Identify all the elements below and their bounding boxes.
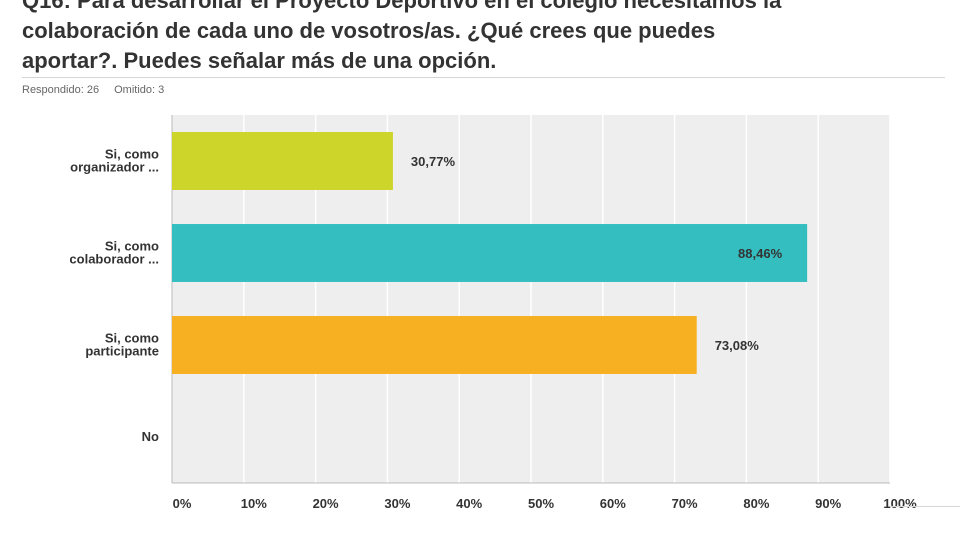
category-label: Si, como [105,331,159,346]
title-divider [22,77,945,78]
data-label: 88,46% [738,246,783,261]
response-stats: Respondido: 26 Omitido: 3 [22,84,164,96]
x-tick-label: 90% [815,496,841,511]
category-label: Si, como [105,239,159,254]
footer-divider [890,506,960,507]
answered-count: Respondido: 26 [22,84,100,96]
category-label: organizador ... [70,160,159,175]
x-tick-label: 70% [672,496,698,511]
category-label: participante [85,344,159,359]
category-label: No [142,429,159,444]
bar [172,316,697,374]
x-tick-label: 80% [743,496,769,511]
x-tick-label: 60% [600,496,626,511]
x-tick-label: 30% [384,496,410,511]
bar [172,224,808,282]
data-label: 73,08% [715,338,760,353]
bar [172,132,393,190]
x-tick-label: 50% [528,496,554,511]
x-tick-label: 0% [173,496,192,511]
data-label: 30,77% [411,154,456,169]
x-tick-label: 40% [456,496,482,511]
x-tick-label: 100% [883,496,917,511]
question-title: Q16: Para desarrollar el Proyecto Deport… [22,0,782,73]
category-label: colaborador ... [69,252,159,267]
category-label: Si, como [105,147,159,162]
x-tick-label: 10% [241,496,267,511]
skipped-count: Omitido: 3 [114,84,165,96]
x-tick-label: 20% [313,496,339,511]
